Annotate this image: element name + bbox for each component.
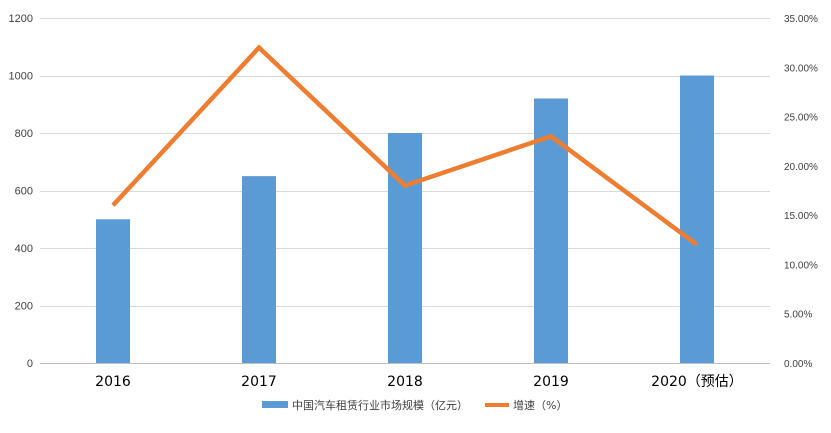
legend: 中国汽车租赁行业市场规模（亿元） 增速（%）: [262, 398, 567, 412]
left-axis-ticks: 0 200 400 600 800 1000 1200: [9, 13, 33, 370]
y-right-tick-label: 0.00%: [784, 359, 812, 370]
y-left-tick-label: 800: [15, 128, 33, 140]
x-tick-label: 2016: [95, 374, 131, 390]
legend-label-line: 增速（%）: [513, 398, 567, 412]
bar: [96, 219, 130, 363]
y-right-tick-label: 10.00%: [784, 260, 818, 271]
bar: [680, 75, 714, 363]
y-right-tick-label: 5.00%: [784, 310, 812, 321]
legend-swatch-bar: [262, 401, 288, 408]
legend-label-bar: 中国汽车租赁行业市场规模（亿元）: [292, 398, 468, 412]
y-left-tick-label: 200: [15, 301, 33, 313]
x-axis-ticks: 2016 2017 2018 2019 2020（预估）: [95, 374, 743, 390]
x-tick-label: 2018: [387, 374, 423, 390]
y-right-tick-label: 15.00%: [784, 211, 818, 222]
right-axis-ticks: 0.00% 5.00% 10.00% 15.00% 20.00% 25.00% 30.00%…: [784, 14, 818, 370]
bar-series: [96, 75, 714, 363]
y-left-tick-label: 1200: [9, 13, 33, 25]
bar: [388, 133, 422, 363]
y-left-tick-label: 0: [27, 358, 33, 370]
x-tick-label: 2019: [533, 374, 569, 390]
y-left-tick-label: 1000: [9, 71, 33, 83]
y-right-tick-label: 35.00%: [784, 14, 818, 25]
bar: [242, 176, 276, 363]
x-tick-label: 2017: [241, 374, 277, 390]
y-right-tick-label: 30.00%: [784, 63, 818, 74]
y-left-tick-label: 600: [15, 186, 33, 198]
y-right-tick-label: 25.00%: [784, 113, 818, 124]
y-left-tick-label: 400: [15, 243, 33, 255]
line-series: [111, 44, 699, 247]
x-tick-label: 2020（预估）: [651, 374, 743, 390]
y-right-tick-label: 20.00%: [784, 162, 818, 173]
